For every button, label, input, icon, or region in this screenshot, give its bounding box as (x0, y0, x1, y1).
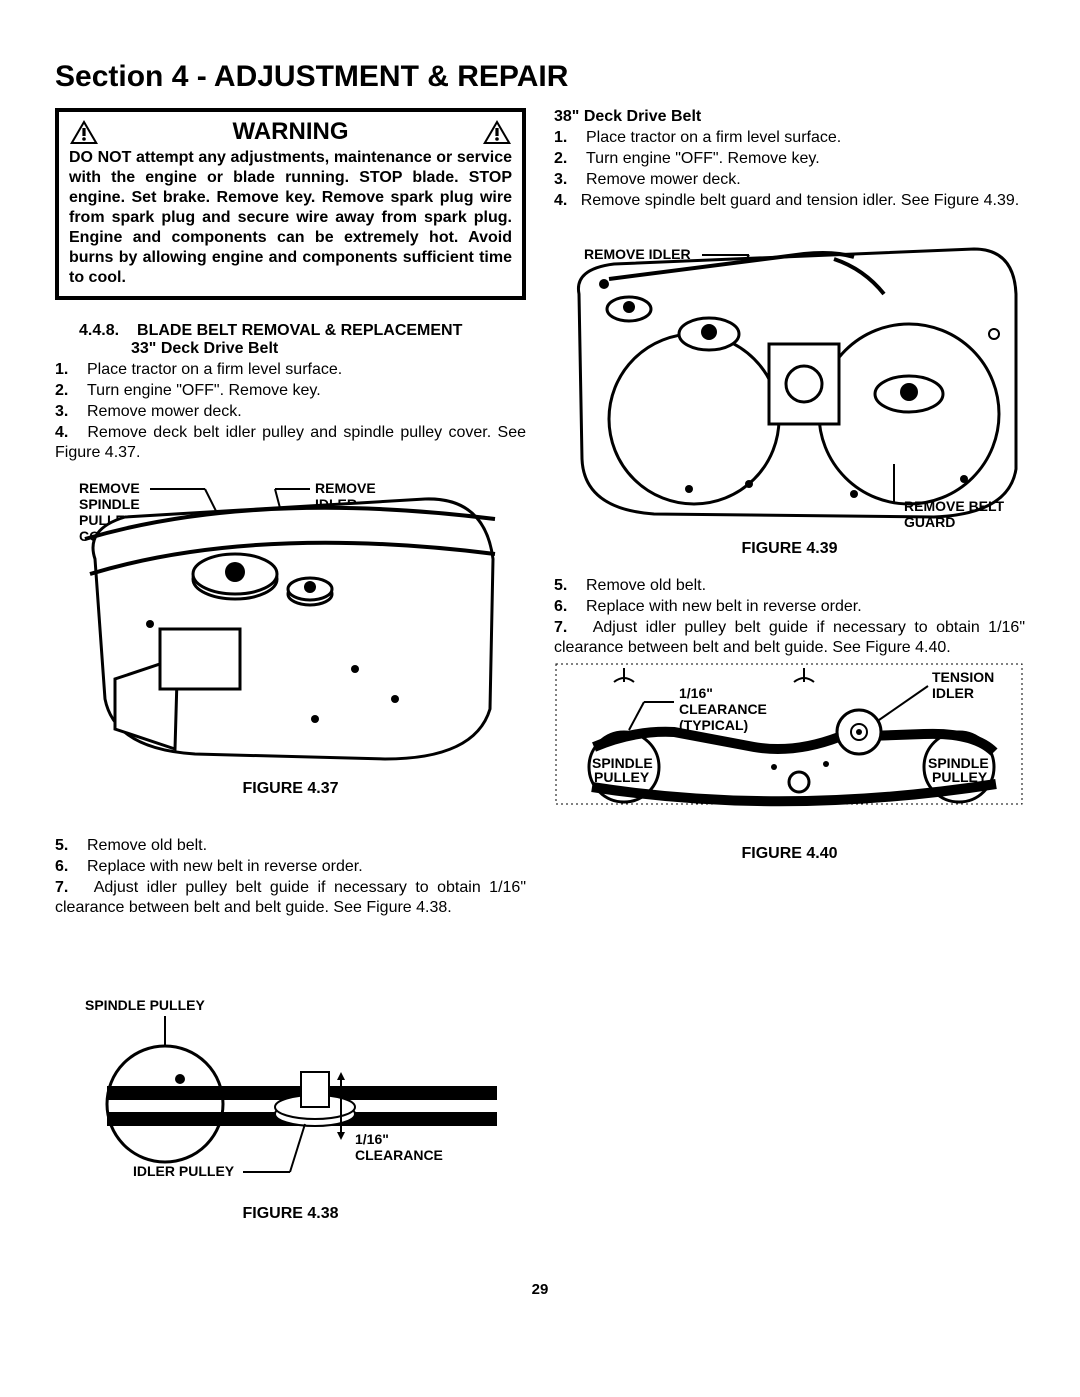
step-number: 4. (55, 424, 68, 441)
steps-list: 5.Remove old belt. 6.Replace with new be… (55, 836, 526, 877)
step-number: 3. (55, 402, 87, 422)
subsection-heading: 4.4.8. BLADE BELT REMOVAL & REPLACEMENT (55, 322, 526, 340)
warning-triangle-icon (69, 119, 99, 145)
svg-text:IDLER: IDLER (932, 685, 974, 701)
step-text: Turn engine "OFF". Remove key. (87, 381, 526, 401)
step: 5.Remove old belt. (55, 836, 526, 856)
figure-437: REMOVE SPINDLE PULLEY COVER REMOVE IDLER (55, 469, 526, 774)
right-column: 38" Deck Drive Belt 1.Place tractor on a… (554, 108, 1025, 1241)
step-text: Remove old belt. (586, 576, 1025, 596)
svg-text:1/16": 1/16" (679, 685, 713, 701)
steps-list: 1.Place tractor on a firm level surface.… (554, 128, 1025, 190)
step-number: 3. (554, 170, 586, 190)
svg-text:1/16": 1/16" (355, 1131, 389, 1147)
step: 3.Remove mower deck. (554, 170, 1025, 190)
step: 6.Replace with new belt in reverse order… (55, 857, 526, 877)
step-text: Adjust idler pulley belt guide if necess… (55, 879, 526, 916)
step: 4. Remove deck belt idler pulley and spi… (55, 423, 526, 463)
step-text: Remove old belt. (87, 836, 526, 856)
warning-box: WARNING DO NOT attempt any adjustments, … (55, 108, 526, 300)
svg-text:REMOVE: REMOVE (315, 480, 376, 496)
figure-439: REMOVE IDLER (554, 239, 1025, 534)
figure-caption: FIGURE 4.39 (554, 540, 1025, 558)
figure-caption: FIGURE 4.40 (554, 845, 1025, 863)
step-number: 5. (554, 576, 586, 596)
step-number: 4. (554, 192, 567, 209)
subsection-title: BLADE BELT REMOVAL & REPLACEMENT (137, 322, 462, 340)
left-column: WARNING DO NOT attempt any adjustments, … (55, 108, 526, 1241)
step: 5.Remove old belt. (554, 576, 1025, 596)
figure-440: 1/16" CLEARANCE (TYPICAL) TENSION IDLER … (554, 662, 1025, 827)
step-text: Remove mower deck. (586, 170, 1025, 190)
step: 6.Replace with new belt in reverse order… (554, 597, 1025, 617)
svg-text:SPINDLE: SPINDLE (79, 496, 140, 512)
step-number: 1. (554, 128, 586, 148)
svg-text:SPINDLE PULLEY: SPINDLE PULLEY (85, 997, 205, 1013)
step-number: 6. (554, 597, 586, 617)
figure-caption: FIGURE 4.38 (55, 1205, 526, 1223)
svg-text:REMOVE IDLER: REMOVE IDLER (584, 246, 691, 262)
step-number: 2. (554, 149, 586, 169)
manual-page: Section 4 - ADJUSTMENT & REPAIR WARNING … (0, 0, 1080, 1328)
step-number: 6. (55, 857, 87, 877)
step-text: Remove spindle belt guard and tension id… (581, 192, 1020, 209)
svg-text:(TYPICAL): (TYPICAL) (679, 717, 748, 733)
warning-triangle-icon (482, 119, 512, 145)
step: 7. Adjust idler pulley belt guide if nec… (55, 878, 526, 918)
step-text: Adjust idler pulley belt guide if necess… (554, 619, 1025, 656)
subsection-subtitle: 33" Deck Drive Belt (55, 340, 526, 358)
step-number: 7. (55, 879, 68, 896)
step-text: Replace with new belt in reverse order. (586, 597, 1025, 617)
step-text: Remove deck belt idler pulley and spindl… (55, 424, 526, 461)
subsection-subtitle: 38" Deck Drive Belt (554, 108, 1025, 126)
warning-title: WARNING (99, 118, 482, 146)
figure-438: SPINDLE PULLEY 1/16" CLEARANCE (55, 994, 526, 1199)
svg-text:CLEARANCE: CLEARANCE (679, 701, 767, 717)
step-number: 1. (55, 360, 87, 380)
step: 2.Turn engine "OFF". Remove key. (55, 381, 526, 401)
subsection-number: 4.4.8. (79, 322, 119, 340)
step-number: 7. (554, 619, 567, 636)
step: 3.Remove mower deck. (55, 402, 526, 422)
step-text: Replace with new belt in reverse order. (87, 857, 526, 877)
warning-text: DO NOT attempt any adjustments, maintena… (69, 148, 512, 288)
section-title: Section 4 - ADJUSTMENT & REPAIR (55, 60, 1025, 94)
step: 1.Place tractor on a firm level surface. (554, 128, 1025, 148)
step-text: Turn engine "OFF". Remove key. (586, 149, 1025, 169)
svg-text:GUARD: GUARD (904, 514, 955, 529)
step-text: Place tractor on a firm level surface. (586, 128, 1025, 148)
step: 4. Remove spindle belt guard and tension… (554, 191, 1025, 211)
step-text: Place tractor on a firm level surface. (87, 360, 526, 380)
svg-text:REMOVE BELT: REMOVE BELT (904, 498, 1005, 514)
step: 2.Turn engine "OFF". Remove key. (554, 149, 1025, 169)
steps-list: 1.Place tractor on a firm level surface.… (55, 360, 526, 422)
svg-text:CLEARANCE: CLEARANCE (355, 1147, 443, 1163)
step-text: Remove mower deck. (87, 402, 526, 422)
steps-list: 5.Remove old belt. 6.Replace with new be… (554, 576, 1025, 617)
step: 7. Adjust idler pulley belt guide if nec… (554, 618, 1025, 658)
warning-header: WARNING (69, 118, 512, 146)
two-column-layout: WARNING DO NOT attempt any adjustments, … (55, 108, 1025, 1241)
step-number: 5. (55, 836, 87, 856)
page-number: 29 (55, 1281, 1025, 1298)
svg-text:TENSION: TENSION (932, 669, 994, 685)
figure-caption: FIGURE 4.37 (55, 780, 526, 798)
svg-text:PULLEY: PULLEY (594, 769, 650, 785)
svg-text:PULLEY: PULLEY (932, 769, 988, 785)
step: 1.Place tractor on a firm level surface. (55, 360, 526, 380)
svg-text:REMOVE: REMOVE (79, 480, 140, 496)
step-number: 2. (55, 381, 87, 401)
svg-text:IDLER PULLEY: IDLER PULLEY (133, 1163, 235, 1179)
